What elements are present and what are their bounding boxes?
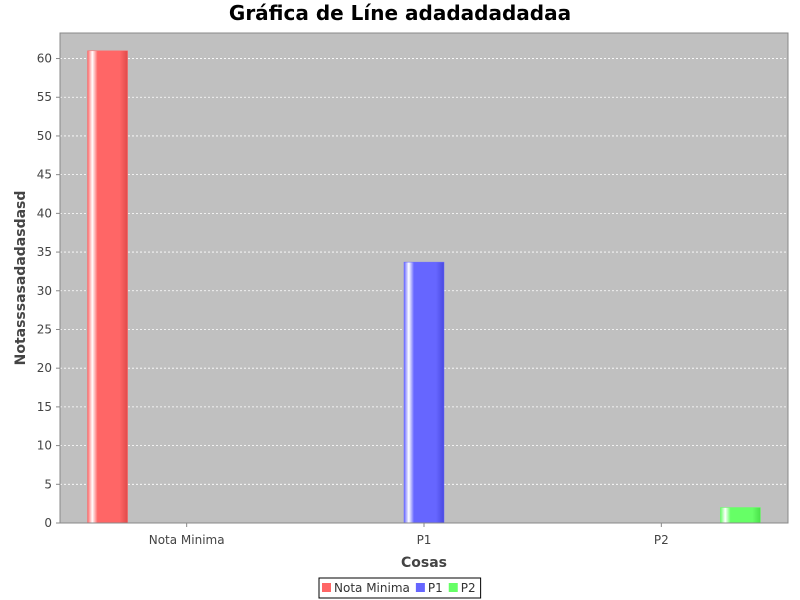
y-tick-label: 5 — [44, 477, 52, 491]
y-tick-label: 50 — [37, 129, 52, 143]
legend-label: P1 — [428, 581, 443, 595]
y-tick-label: 60 — [37, 52, 52, 66]
y-axis-ticks: 0 5 10 15 20 25 30 35 40 45 50 55 60 — [37, 52, 60, 530]
y-tick-label: 15 — [37, 400, 52, 414]
legend-box — [318, 577, 482, 599]
bars — [87, 50, 761, 524]
x-tick-label: P2 — [654, 533, 669, 547]
bar-nota-minima-0 — [87, 50, 128, 524]
x-tick-label: P1 — [417, 533, 432, 547]
legend-swatch — [415, 583, 425, 592]
y-tick-label: 35 — [37, 245, 52, 259]
y-tick-label: 0 — [44, 516, 52, 530]
bar-p2-2 — [720, 507, 761, 524]
x-axis-ticks: Nota Minima P1 P2 — [149, 523, 669, 547]
y-tick-label: 40 — [37, 206, 52, 220]
legend: Nota Minima P1 P2 — [318, 577, 482, 599]
y-tick-label: 20 — [37, 361, 52, 375]
bar-p1-1 — [403, 261, 445, 524]
legend-swatch — [322, 583, 331, 592]
chart-title: Gráfica de Líne adadadadadaa — [229, 1, 571, 25]
legend-label: Nota Minima — [334, 581, 410, 595]
y-axis-label: Notasssasadadasdasd — [13, 191, 29, 366]
y-tick-label: 25 — [37, 322, 52, 336]
x-tick-label: Nota Minima — [149, 533, 225, 547]
y-tick-label: 55 — [37, 90, 52, 104]
y-tick-label: 45 — [37, 168, 52, 182]
legend-swatch — [448, 583, 458, 592]
legend-label: P2 — [461, 581, 476, 595]
x-axis-label: Cosas — [401, 555, 447, 571]
y-tick-label: 30 — [37, 284, 52, 298]
y-tick-label: 10 — [37, 439, 52, 453]
